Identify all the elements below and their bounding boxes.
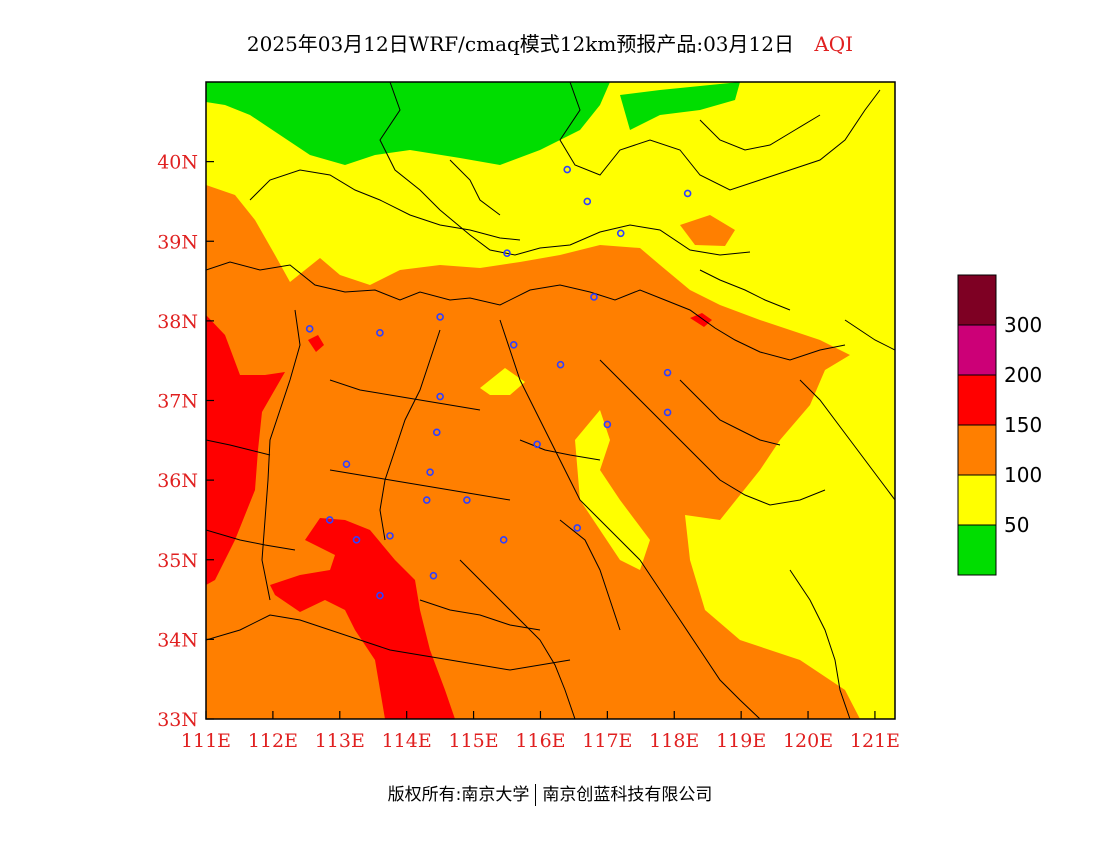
legend-swatch bbox=[957, 524, 997, 576]
lon-tick-label: 117E bbox=[582, 730, 632, 752]
aqi-zone-green bbox=[206, 82, 740, 165]
latitude-axis: 33N 34N 35N 36N 37N 38N 39N 40N bbox=[157, 152, 214, 731]
title-main: 2025年03月12日WRF/cmaq模式12km预报产品:03月12日 bbox=[246, 32, 794, 56]
aqi-zone-red bbox=[308, 335, 324, 352]
lat-tick-label: 34N bbox=[157, 629, 198, 651]
legend-swatch bbox=[957, 324, 997, 376]
lon-tick-label: 112E bbox=[248, 730, 298, 752]
station-marker bbox=[663, 368, 672, 377]
station-marker bbox=[573, 524, 582, 532]
legend-swatch bbox=[957, 274, 997, 326]
station-marker bbox=[422, 496, 431, 504]
station-marker bbox=[603, 420, 612, 429]
lat-tick-label: 37N bbox=[157, 391, 198, 413]
lon-tick-label: 111E bbox=[181, 730, 231, 752]
station-marker bbox=[376, 591, 384, 600]
station-marker bbox=[556, 360, 565, 369]
station-marker bbox=[509, 340, 518, 349]
lat-tick-label: 38N bbox=[157, 311, 198, 333]
station-marker bbox=[342, 460, 351, 469]
station-marker bbox=[583, 197, 592, 206]
aqi-zone-yellow-patch bbox=[575, 410, 650, 570]
station-marker bbox=[663, 408, 672, 417]
aqi-zone-yellow-patch bbox=[480, 368, 525, 395]
aqi-zone-red bbox=[270, 518, 455, 719]
lat-tick-label: 33N bbox=[157, 709, 198, 731]
footer-company: 南京创蓝科技有限公司 bbox=[542, 785, 713, 805]
legend-label: 150 bbox=[1004, 413, 1042, 437]
lon-tick-label: 114E bbox=[382, 730, 432, 752]
lat-tick-label: 39N bbox=[157, 231, 198, 253]
province-borders bbox=[206, 82, 895, 719]
map-title: 2025年03月12日WRF/cmaq模式12km预报产品:03月12日 AQI bbox=[0, 28, 1100, 57]
legend-label: 200 bbox=[1004, 363, 1042, 387]
lon-tick-label: 119E bbox=[716, 730, 766, 752]
station-marker bbox=[499, 536, 508, 544]
footer-separator bbox=[535, 784, 537, 806]
aqi-zone-orange-patch bbox=[680, 215, 735, 246]
aqi-field bbox=[206, 82, 895, 719]
station-marker bbox=[683, 189, 692, 198]
aqi-legend: 300 200 150 100 50 bbox=[957, 274, 1042, 576]
legend-swatch bbox=[957, 374, 997, 426]
station-marker bbox=[426, 468, 434, 476]
station-marker bbox=[563, 165, 572, 174]
footer: 版权所有:南京大学 南京创蓝科技有限公司 bbox=[0, 780, 1100, 806]
lat-tick-label: 35N bbox=[157, 550, 198, 572]
title-variable: AQI bbox=[814, 32, 854, 56]
station-marker bbox=[325, 516, 334, 524]
lon-tick-label: 113E bbox=[315, 730, 365, 752]
station-marker bbox=[305, 325, 314, 333]
station-marker bbox=[463, 496, 471, 504]
station-marker bbox=[616, 229, 625, 238]
station-marker bbox=[533, 440, 541, 449]
lat-tick-label: 36N bbox=[157, 470, 198, 492]
legend-label: 300 bbox=[1004, 313, 1042, 337]
lon-tick-label: 118E bbox=[649, 730, 699, 752]
station-marker bbox=[503, 249, 511, 257]
aqi-zone-red bbox=[690, 313, 712, 327]
station-marker bbox=[376, 329, 384, 337]
legend-swatch bbox=[957, 424, 997, 476]
station-marker bbox=[386, 532, 394, 540]
footer-copyright: 版权所有:南京大学 bbox=[387, 785, 530, 805]
longitude-axis: 111E 112E 113E 114E 115E 116E 117E 118E 119E 120E… bbox=[181, 711, 900, 752]
lon-tick-label: 115E bbox=[449, 730, 499, 752]
aqi-zone-red bbox=[206, 315, 285, 585]
lon-tick-label: 116E bbox=[515, 730, 565, 752]
station-marker bbox=[436, 313, 444, 321]
legend-swatch bbox=[957, 474, 997, 526]
legend-label: 100 bbox=[1004, 463, 1042, 487]
station-marker bbox=[590, 293, 598, 301]
station-markers bbox=[305, 165, 692, 600]
station-marker bbox=[436, 392, 444, 401]
legend-label: 50 bbox=[1004, 513, 1029, 537]
station-marker bbox=[429, 571, 438, 580]
station-marker bbox=[352, 536, 361, 544]
lon-tick-label: 121E bbox=[850, 730, 900, 752]
lat-tick-label: 40N bbox=[157, 152, 198, 174]
lon-tick-label: 120E bbox=[783, 730, 833, 752]
station-marker bbox=[432, 428, 441, 437]
